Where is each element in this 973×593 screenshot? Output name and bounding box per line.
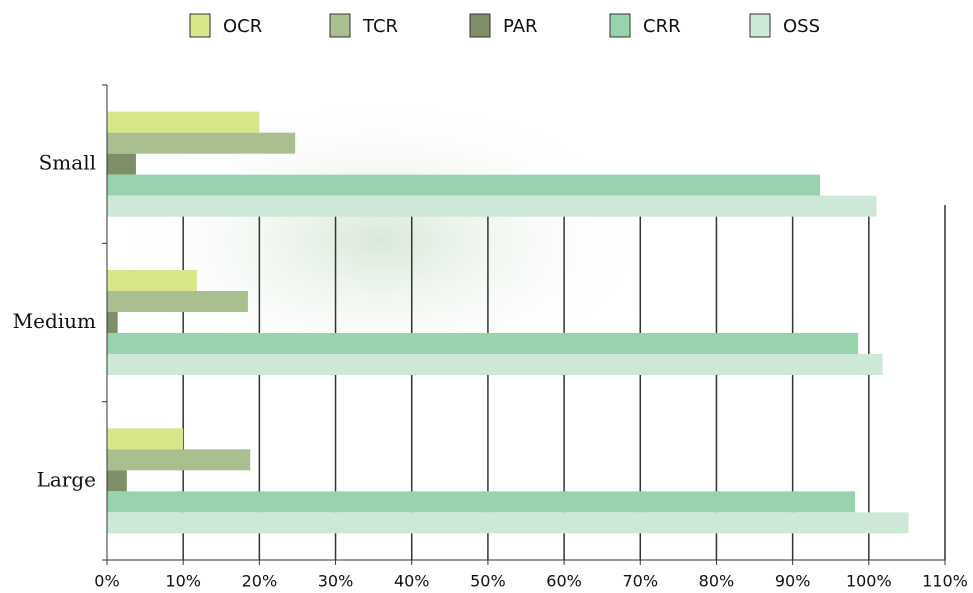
bar xyxy=(107,291,248,312)
bar xyxy=(107,195,877,217)
background-glow xyxy=(100,90,660,390)
x-tick-label: 30% xyxy=(318,572,354,591)
x-tick-label: 0% xyxy=(94,572,119,591)
bar xyxy=(107,449,251,471)
legend-swatch xyxy=(749,13,771,38)
bar xyxy=(107,354,883,375)
legend-label: CRR xyxy=(643,16,681,37)
x-tick-label: 40% xyxy=(394,572,430,591)
x-tick-label: 10% xyxy=(165,572,201,591)
bar xyxy=(107,111,260,133)
y-tick-label: Medium xyxy=(13,309,96,333)
bar xyxy=(107,470,127,492)
x-tick-label: 110% xyxy=(922,572,968,591)
legend-label: TCR xyxy=(362,16,398,37)
legend-label: OSS xyxy=(783,16,820,37)
y-tick-label: Large xyxy=(37,467,96,491)
bar xyxy=(107,174,821,196)
x-tick-label: 100% xyxy=(846,572,892,591)
bar xyxy=(107,270,197,291)
legend-label: PAR xyxy=(503,16,538,37)
legend-swatch xyxy=(609,13,631,38)
bar xyxy=(107,132,296,154)
y-tick-label: Small xyxy=(39,151,96,175)
bar xyxy=(107,512,909,534)
legend-swatch xyxy=(329,13,351,38)
legend-swatch xyxy=(469,13,491,38)
bar xyxy=(107,491,856,513)
x-tick-label: 80% xyxy=(699,572,735,591)
x-tick-label: 50% xyxy=(470,572,506,591)
legend-label: OCR xyxy=(223,16,262,37)
legend-swatch xyxy=(189,13,211,38)
bar xyxy=(107,153,136,175)
x-tick-label: 90% xyxy=(775,572,811,591)
x-tick-label: 20% xyxy=(242,572,278,591)
bar xyxy=(107,428,184,450)
x-tick-label: 60% xyxy=(546,572,582,591)
bar xyxy=(107,333,859,354)
x-tick-label: 70% xyxy=(622,572,658,591)
bar xyxy=(107,312,118,333)
